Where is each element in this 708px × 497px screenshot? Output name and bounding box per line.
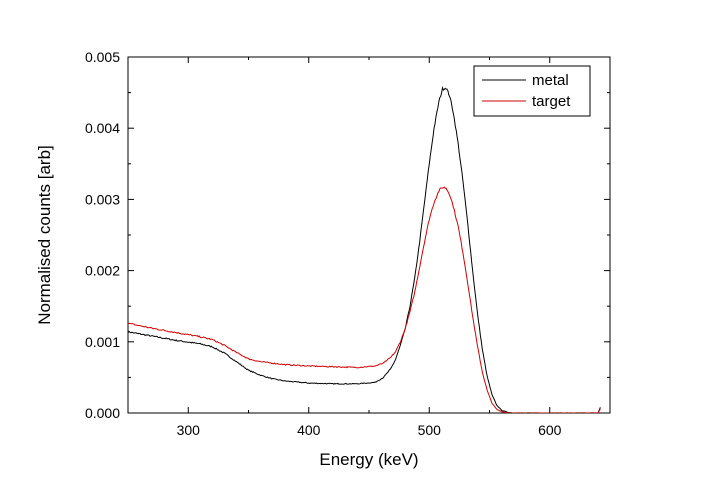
legend-label-target: target [532, 93, 571, 110]
x-tick-label: 600 [538, 422, 562, 438]
series-line-metal [128, 86, 601, 413]
legend-box [473, 65, 591, 117]
y-tick-label: 0.002 [85, 263, 120, 279]
y-tick-label: 0.003 [85, 191, 120, 207]
x-axis-title: Energy (keV) [319, 450, 418, 469]
y-axis: 0.000 0.001 0.002 0.003 0.004 0.005 [85, 49, 610, 421]
y-tick-label: 0.000 [85, 405, 120, 421]
series-layer [128, 86, 601, 413]
y-axis-title: Normalised counts [arb] [35, 145, 54, 325]
x-tick-label: 400 [297, 422, 321, 438]
x-axis: 300 400 500 600 [127, 57, 611, 438]
y-tick-label: 0.004 [85, 120, 120, 136]
legend: metal target [473, 65, 591, 117]
y-tick-label: 0.001 [85, 334, 120, 350]
y-tick-label: 0.005 [85, 49, 120, 65]
x-tick-label: 500 [418, 422, 442, 438]
legend-label-metal: metal [532, 72, 569, 89]
series-line-target [128, 186, 601, 413]
x-tick-label: 300 [177, 422, 201, 438]
